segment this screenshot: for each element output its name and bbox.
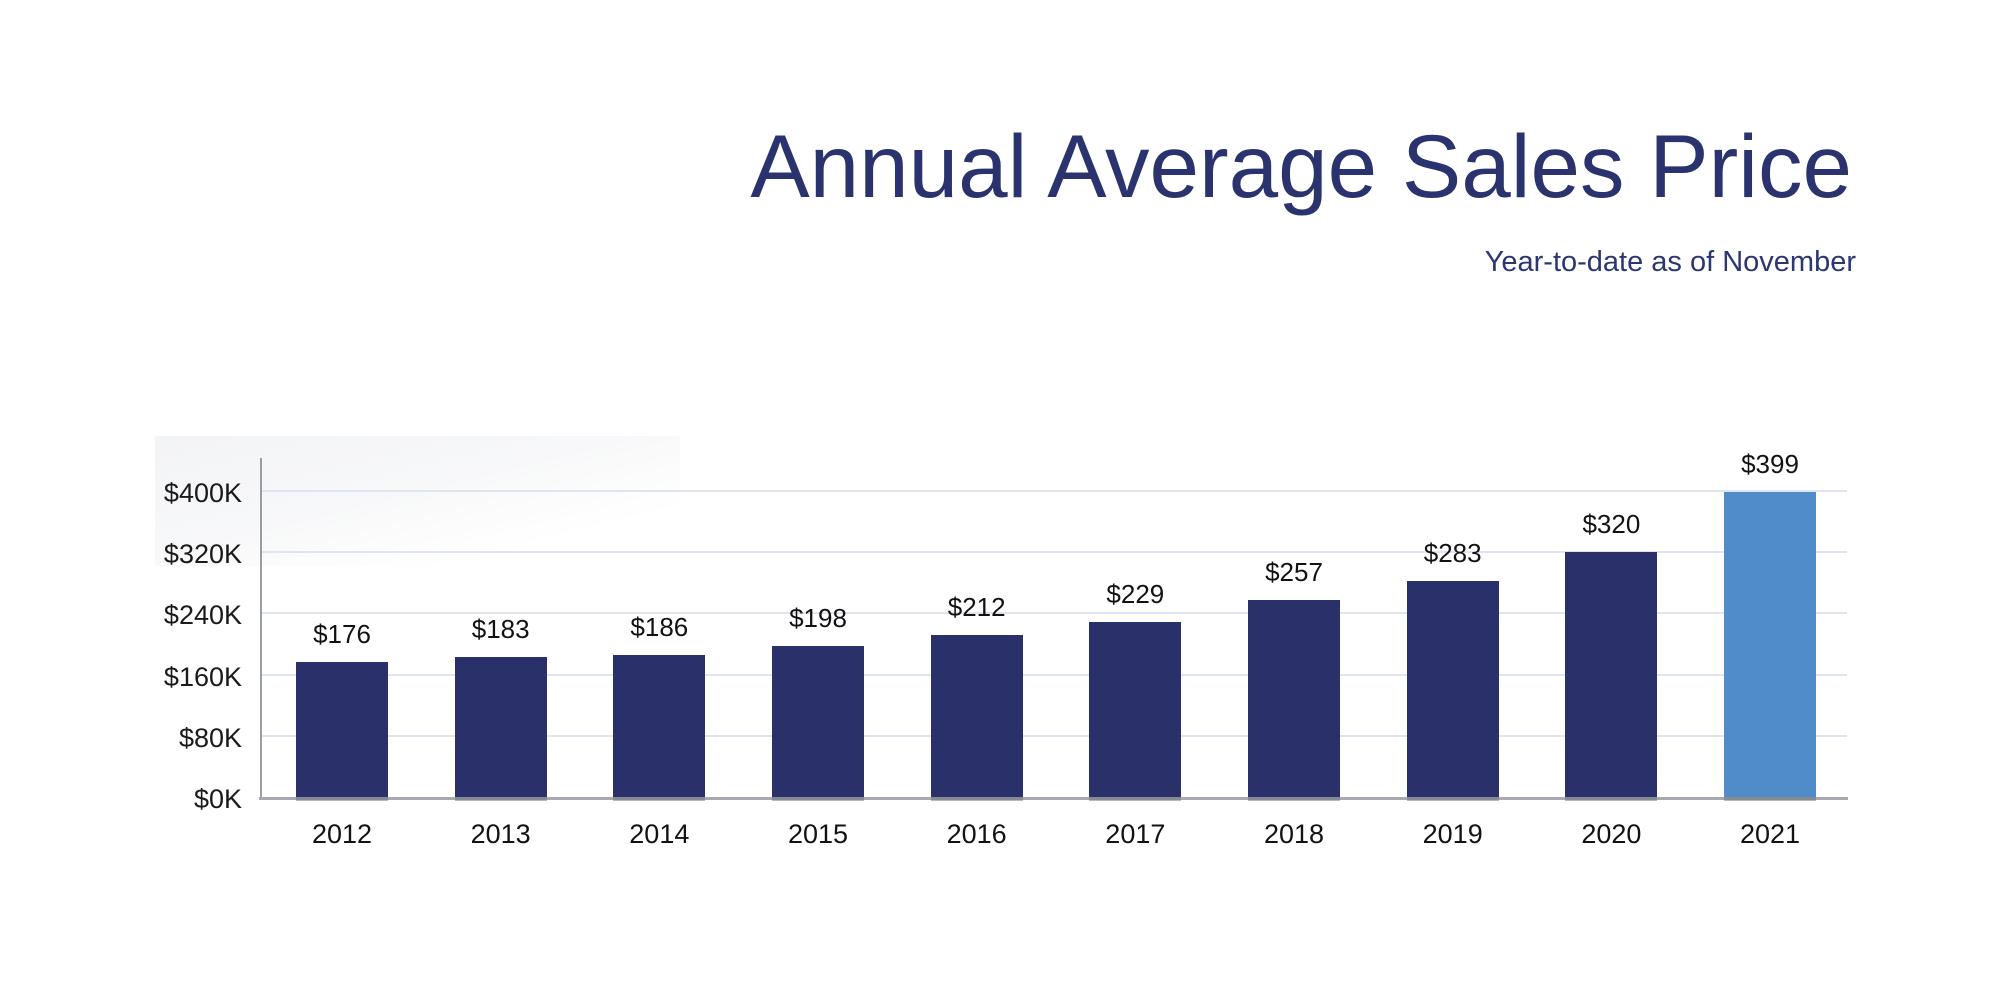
bar-2015 [772,645,864,797]
x-axis-line [259,797,1848,800]
bar-shadow-2019 [1406,797,1499,801]
chart-title: Annual Average Sales Price [750,116,1852,216]
value-label-2015: $198 [789,602,847,633]
value-label-2017: $229 [1106,578,1165,609]
bar-shadow-2016 [930,797,1023,801]
x-axis-label-2017: 2017 [1105,819,1166,849]
y-axis-line [260,458,262,800]
value-label-2012: $176 [313,619,371,650]
value-label-2019: $283 [1423,537,1482,568]
bar-shadow-2015 [772,797,864,801]
y-axis-label-$160K: $160K [163,661,242,692]
bar-2021 [1724,491,1817,797]
bar-shadow-2021 [1724,797,1817,801]
gridline-$400K [262,490,1847,492]
y-axis-label-$240K: $240K [163,600,242,631]
x-axis-label-2012: 2012 [311,819,373,849]
bar-shadow-2020 [1565,797,1658,801]
bar-shadow-2014 [613,797,706,801]
bar-2020 [1565,552,1658,797]
bar-shadow-2017 [1089,797,1182,801]
gridline-$160K [262,673,1847,676]
bar-2014 [613,654,706,797]
gridline-$80K [262,734,1847,737]
background-shading [155,436,680,566]
x-axis-label-2020: 2020 [1581,819,1642,849]
value-label-2020: $320 [1582,509,1641,540]
x-axis-label-2013: 2013 [470,819,531,849]
value-label-2013: $183 [471,614,530,644]
bar-2017 [1089,621,1182,797]
y-axis-label-$320K: $320K [163,539,242,570]
gridline-$320K [262,551,1847,554]
bar-shadow-2012 [296,797,388,801]
value-label-2021: $399 [1741,448,1799,479]
x-axis-label-2015: 2015 [787,819,849,849]
bar-2013 [454,657,547,797]
value-label-2018: $257 [1265,557,1323,588]
x-axis-label-2014: 2014 [629,819,690,849]
x-axis-label-2018: 2018 [1263,819,1325,849]
value-label-2014: $186 [630,611,689,642]
y-axis-label-$400K: $400K [163,478,242,508]
y-axis-label-$80K: $80K [178,722,242,753]
bar-2012 [296,662,388,797]
x-axis-label-2016: 2016 [946,819,1007,849]
bar-shadow-2018 [1248,797,1341,801]
bar-2019 [1406,580,1499,797]
chart-subtitle: Year-to-date as of November [1484,246,1856,278]
bar-shadow-2013 [454,797,547,801]
y-axis-label-$0K: $0K [193,784,242,814]
gridline-$240K [262,612,1847,615]
value-label-2016: $212 [947,591,1006,622]
bar-2016 [930,634,1023,797]
bar-2018 [1248,600,1341,797]
x-axis-label-2021: 2021 [1739,819,1801,849]
x-axis-label-2019: 2019 [1422,819,1483,849]
